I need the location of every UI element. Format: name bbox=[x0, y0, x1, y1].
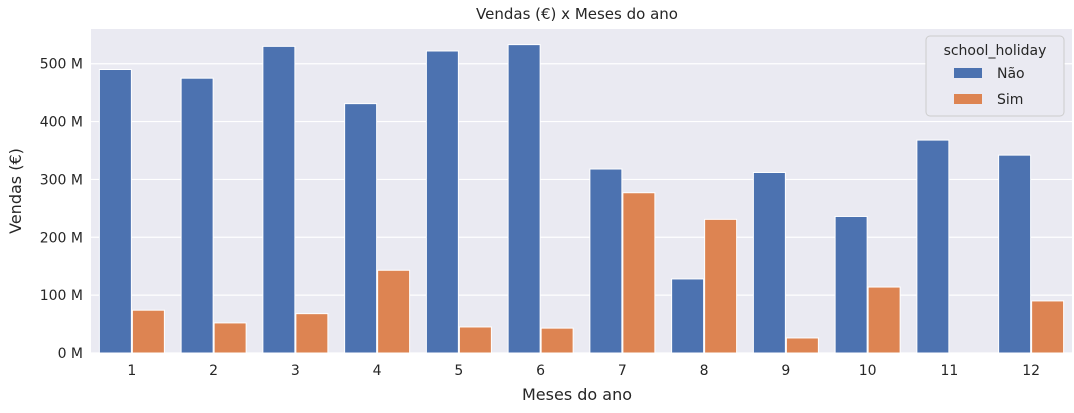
legend-label-nao: Não bbox=[997, 66, 1025, 82]
x-tick-label: 10 bbox=[859, 363, 877, 379]
bar-sim-10 bbox=[867, 286, 901, 354]
x-tick-label: 7 bbox=[618, 363, 627, 379]
bar-sim-1 bbox=[131, 309, 165, 354]
bar-nao-4 bbox=[344, 103, 378, 354]
bar-sim-6 bbox=[540, 327, 574, 354]
x-tick-label: 1 bbox=[127, 363, 136, 379]
bar-sim-12 bbox=[1031, 300, 1065, 354]
x-axis-label: Meses do ano bbox=[522, 385, 632, 404]
legend-label-sim: Sim bbox=[997, 92, 1023, 108]
y-axis-ticks: 0 M 100 M 200 M 300 M 400 M 500 M bbox=[40, 57, 83, 362]
y-tick-label: 0 M bbox=[58, 346, 83, 362]
bar-nao-9 bbox=[752, 171, 786, 354]
legend-swatch-sim bbox=[954, 94, 982, 104]
bar-nao-12 bbox=[998, 154, 1032, 354]
y-axis-label: Vendas (€) bbox=[6, 148, 25, 234]
x-tick-label: 4 bbox=[373, 363, 382, 379]
bar-sim-3 bbox=[295, 313, 329, 354]
x-tick-label: 3 bbox=[291, 363, 300, 379]
chart-title: Vendas (€) x Meses do ano bbox=[476, 5, 678, 23]
x-tick-label: 8 bbox=[700, 363, 709, 379]
bar-nao-2 bbox=[180, 77, 214, 354]
bar-nao-7 bbox=[589, 168, 623, 354]
y-tick-label: 200 M bbox=[40, 230, 83, 246]
bar-sim-9 bbox=[785, 337, 819, 354]
bar-nao-10 bbox=[834, 215, 868, 354]
y-tick-label: 300 M bbox=[40, 172, 83, 188]
y-tick-label: 100 M bbox=[40, 288, 83, 304]
x-tick-label: 12 bbox=[1022, 363, 1040, 379]
bars bbox=[98, 44, 1065, 354]
x-tick-label: 11 bbox=[940, 363, 958, 379]
bar-nao-5 bbox=[425, 50, 459, 354]
x-tick-label: 5 bbox=[454, 363, 463, 379]
y-tick-label: 500 M bbox=[40, 57, 83, 73]
bar-nao-3 bbox=[262, 45, 296, 354]
x-tick-label: 6 bbox=[536, 363, 545, 379]
y-tick-label: 400 M bbox=[40, 115, 83, 131]
bar-sim-2 bbox=[213, 322, 247, 354]
bar-sim-5 bbox=[458, 326, 492, 354]
gridlines bbox=[91, 63, 1072, 354]
legend-swatch-nao bbox=[954, 68, 982, 78]
legend-title: school_holiday bbox=[944, 43, 1047, 59]
x-tick-label: 9 bbox=[781, 363, 790, 379]
legend: school_holiday Não Sim bbox=[925, 35, 1065, 117]
bar-sim-4 bbox=[377, 269, 411, 354]
bar-nao-6 bbox=[507, 44, 541, 354]
x-axis-ticks: 1 2 3 4 5 6 7 8 9 10 11 12 bbox=[127, 363, 1040, 379]
bar-nao-11 bbox=[916, 139, 950, 354]
plot-area bbox=[91, 29, 1072, 353]
bar-sim-8 bbox=[704, 218, 738, 354]
bar-sim-7 bbox=[622, 192, 656, 354]
x-tick-label: 2 bbox=[209, 363, 218, 379]
bar-nao-8 bbox=[671, 278, 705, 354]
bar-nao-1 bbox=[98, 69, 132, 354]
